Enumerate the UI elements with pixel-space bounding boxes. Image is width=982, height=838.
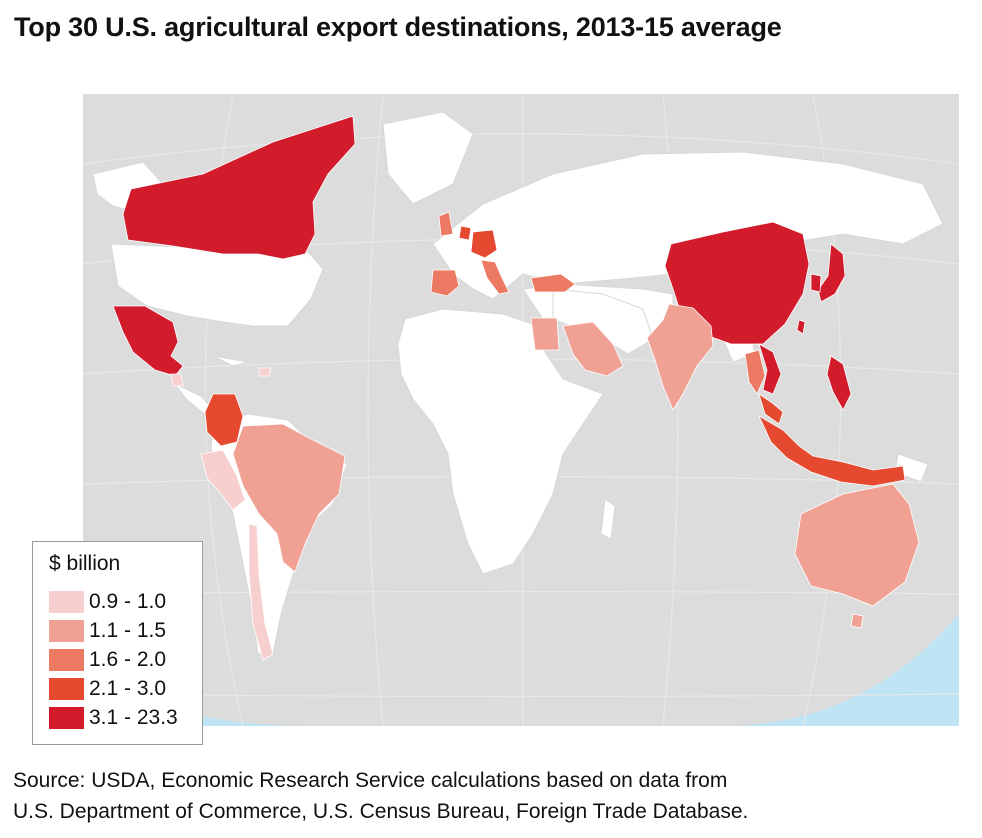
legend-label: 1.1 - 1.5 xyxy=(89,619,167,642)
source-line-1: Source: USDA, Economic Research Service … xyxy=(13,769,728,792)
source-note: Source: USDA, Economic Research Service … xyxy=(13,765,973,827)
country-tasmania xyxy=(850,613,864,629)
legend-swatch xyxy=(49,678,84,700)
land-iran-iraq xyxy=(552,288,654,355)
country-italy xyxy=(480,259,510,295)
country-china xyxy=(664,221,810,345)
top30-countries xyxy=(112,115,920,661)
world-map-svg xyxy=(83,94,959,726)
land-cuba xyxy=(212,355,249,367)
legend-swatch xyxy=(49,591,84,613)
country-uk xyxy=(438,211,454,237)
country-saudi-arabia xyxy=(562,321,624,377)
country-germany xyxy=(470,229,498,259)
country-brazil xyxy=(232,423,346,573)
country-dominican-republic xyxy=(258,367,272,377)
country-japan xyxy=(817,243,846,303)
country-egypt xyxy=(530,317,560,351)
country-indonesia xyxy=(758,415,906,487)
country-canada xyxy=(122,115,356,260)
map-title: Top 30 U.S. agricultural export destinat… xyxy=(14,12,782,42)
world-map xyxy=(83,94,959,726)
country-colombia xyxy=(204,393,244,447)
country-netherlands xyxy=(458,225,472,241)
country-spain xyxy=(430,269,460,297)
legend: $ billion 0.9 - 1.0 1.1 - 1.5 1.6 - 2.0 … xyxy=(32,541,203,745)
land-usa xyxy=(110,243,324,327)
country-vietnam xyxy=(758,343,782,395)
legend-swatch xyxy=(49,620,84,642)
country-mexico xyxy=(112,305,184,377)
country-india xyxy=(646,303,714,411)
country-chile xyxy=(248,523,274,661)
land-madagascar xyxy=(600,498,616,540)
legend-swatch xyxy=(49,707,84,729)
country-peru xyxy=(200,449,246,511)
country-taiwan xyxy=(796,319,806,335)
legend-label: 2.1 - 3.0 xyxy=(89,677,167,700)
legend-label: 0.9 - 1.0 xyxy=(89,590,167,613)
country-thailand xyxy=(744,349,766,395)
land-greenland xyxy=(382,111,474,205)
legend-label: 1.6 - 2.0 xyxy=(89,648,167,671)
country-south-korea xyxy=(810,273,822,293)
country-malaysia xyxy=(758,393,784,425)
land-eurasia-north xyxy=(432,151,944,300)
legend-title: $ billion xyxy=(49,552,121,575)
country-philippines xyxy=(826,355,852,411)
source-line-2: U.S. Department of Commerce, U.S. Census… xyxy=(13,800,749,823)
legend-label: 3.1 - 23.3 xyxy=(89,706,178,729)
country-australia xyxy=(794,483,920,607)
legend-swatch xyxy=(49,649,84,671)
country-turkey xyxy=(530,273,576,293)
country-guatemala xyxy=(170,373,184,387)
